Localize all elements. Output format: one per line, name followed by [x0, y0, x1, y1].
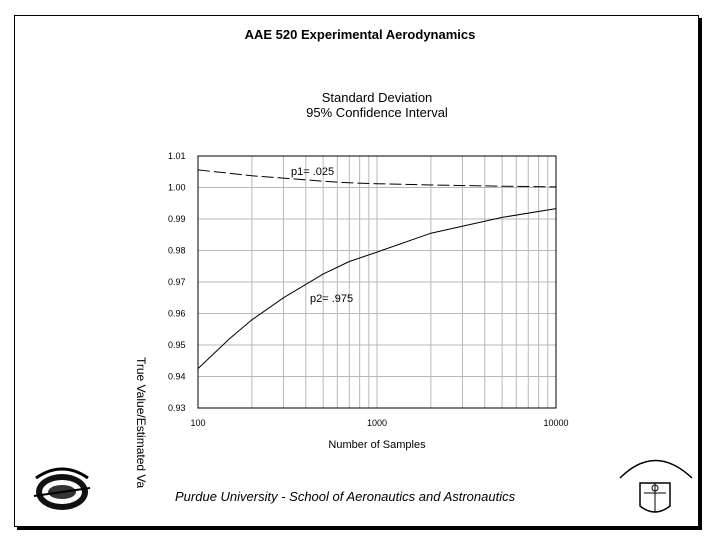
purdue-seal-logo: [33, 467, 91, 510]
chart-series: [197, 169, 557, 369]
chart-title-line2: 95% Confidence Interval: [306, 105, 448, 120]
annotation-p2: p2= .975: [310, 293, 353, 305]
purdue-crest-logo: [619, 459, 693, 513]
series-line-2: [197, 208, 557, 369]
y-tick-label: 0.93: [168, 403, 186, 413]
slide-footer: Purdue University - School of Aeronautic…: [175, 489, 516, 504]
y-tick-label: 0.98: [168, 246, 186, 256]
y-tick-label: 0.95: [168, 340, 186, 350]
slide-header: AAE 520 Experimental Aerodynamics: [244, 27, 476, 42]
series-line-1: [197, 169, 557, 188]
chart-title-line1: Standard Deviation: [322, 90, 433, 105]
y-tick-label: 0.97: [168, 277, 186, 287]
y-tick-label: 0.99: [168, 214, 186, 224]
y-axis-label: True Value/Estimated Va: [134, 357, 148, 489]
x-axis-label: Number of Samples: [328, 439, 426, 451]
chart-grid: [197, 155, 557, 409]
y-tick-label: 0.94: [168, 372, 186, 382]
chart-axes: [197, 155, 557, 409]
x-tick-label: 10000: [543, 418, 568, 428]
annotation-p1: p1= .025: [291, 166, 334, 178]
x-tick-label: 1000: [367, 418, 387, 428]
slide-frame: [14, 15, 699, 527]
chart-labels: 1.01 1.00 0.99 0.98 0.97 0.96 0.95 0.94 0.93 100 1…: [134, 90, 569, 489]
y-tick-label: 1.00: [168, 183, 186, 193]
y-tick-label: 0.96: [168, 309, 186, 319]
plot-area: [197, 155, 557, 409]
x-tick-label: 100: [190, 418, 205, 428]
y-tick-label: 1.01: [168, 151, 186, 161]
